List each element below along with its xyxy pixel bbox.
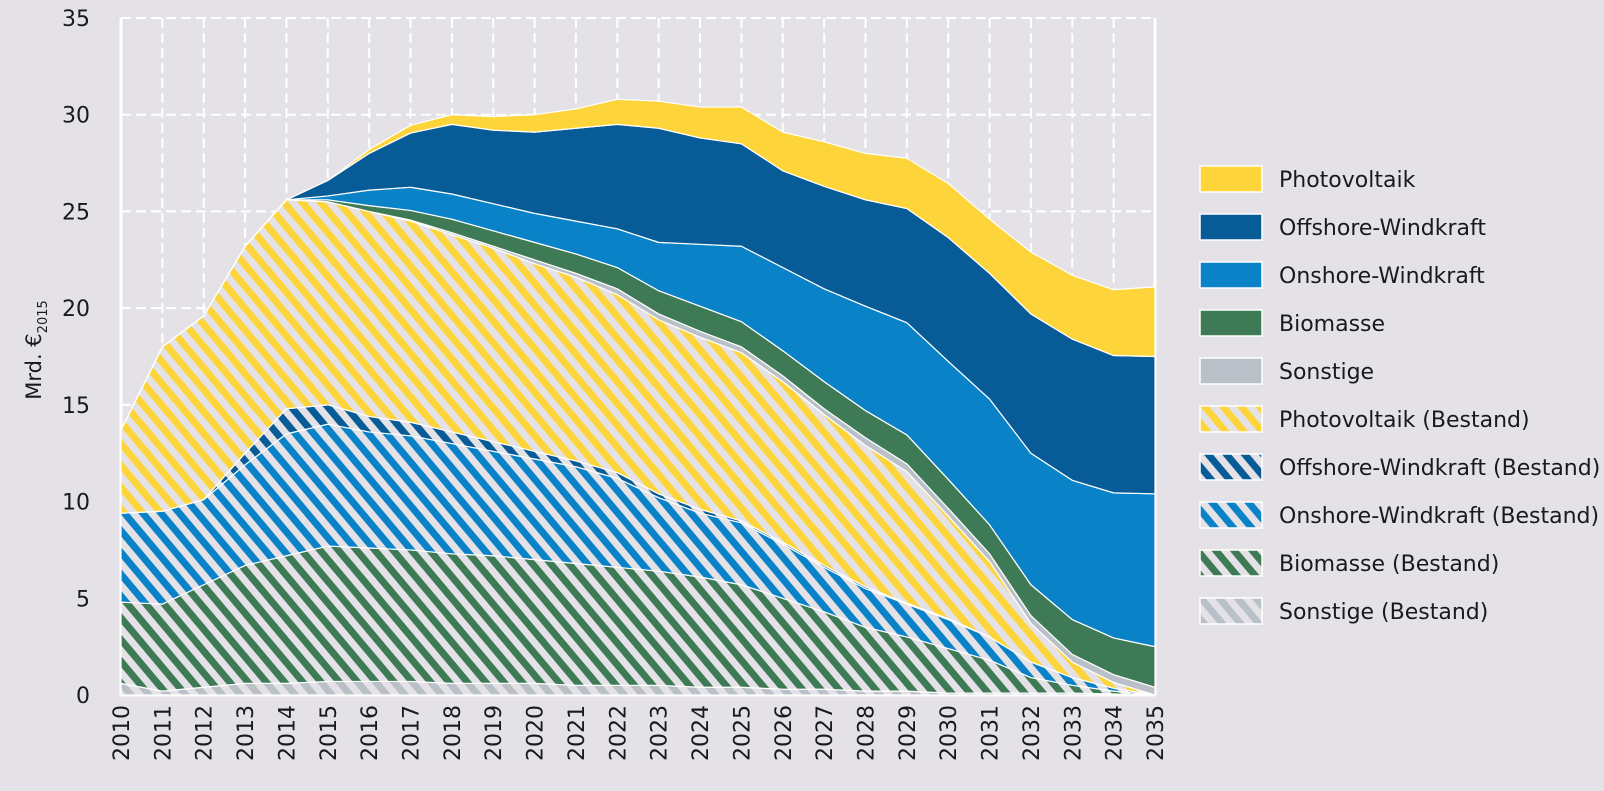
x-tick-label: 2012 <box>193 705 218 761</box>
legend-swatch <box>1199 549 1263 577</box>
area-photovoltaik <box>120 98 1156 431</box>
legend-item-biomasse: Biomasse <box>1199 309 1385 337</box>
legend-label: Offshore-Windkraft (Bestand) <box>1279 456 1600 481</box>
y-tick-label: 30 <box>62 104 90 129</box>
x-tick-label: 2033 <box>1061 705 1086 761</box>
x-tick-label: 2010 <box>110 705 135 761</box>
legend-item-offshore-windkraft: Offshore-Windkraft <box>1199 213 1486 241</box>
legend-swatch <box>1199 309 1263 337</box>
y-axis-label: Mrd. €2015 <box>22 300 51 400</box>
legend-swatch <box>1199 453 1263 481</box>
y-tick-label: 25 <box>62 200 90 225</box>
y-tick-label: 35 <box>62 7 90 32</box>
x-tick-label: 2023 <box>648 705 673 761</box>
legend-label: Offshore-Windkraft <box>1279 216 1486 241</box>
legend-swatch <box>1199 501 1263 529</box>
x-tick-label: 2025 <box>730 705 755 761</box>
y-tick-label: 20 <box>62 297 90 322</box>
legend-item-photovoltaik-bestand: Photovoltaik (Bestand) <box>1199 405 1530 433</box>
x-tick-label: 2021 <box>565 705 590 761</box>
x-tick-label: 2034 <box>1103 705 1128 761</box>
y-axis-ticks: 0 5 10 15 20 25 30 35 <box>62 7 90 709</box>
x-tick-label: 2035 <box>1144 705 1169 761</box>
legend-item-biomasse-bestand: Biomasse (Bestand) <box>1199 549 1499 577</box>
x-tick-label: 2029 <box>896 705 921 761</box>
x-tick-label: 2019 <box>482 705 507 761</box>
legend-swatch <box>1199 405 1263 433</box>
legend: Photovoltaik Offshore-Windkraft Onshore-Wi… <box>1199 165 1600 625</box>
legend-swatch <box>1199 213 1263 241</box>
x-tick-label: 2031 <box>979 705 1004 761</box>
x-tick-label: 2032 <box>1020 705 1045 761</box>
x-tick-label: 2020 <box>524 705 549 761</box>
legend-item-sonstige: Sonstige <box>1199 357 1374 385</box>
x-tick-label: 2018 <box>441 705 466 761</box>
x-tick-label: 2026 <box>772 705 797 761</box>
areas <box>120 98 1156 696</box>
x-axis-ticks: 2010 2011 2012 2013 2014 2015 2016 2017 2018 2019… <box>110 705 1169 761</box>
x-tick-label: 2028 <box>854 705 879 761</box>
legend-label: Biomasse (Bestand) <box>1279 552 1499 577</box>
legend-label: Photovoltaik <box>1279 168 1416 193</box>
legend-item-onshore-windkraft-bestand: Onshore-Windkraft (Bestand) <box>1199 501 1599 529</box>
legend-swatch <box>1199 261 1263 289</box>
legend-label: Photovoltaik (Bestand) <box>1279 408 1530 433</box>
y-tick-label: 5 <box>76 587 90 612</box>
legend-swatch <box>1199 597 1263 625</box>
x-tick-label: 2011 <box>151 705 176 761</box>
legend-label: Sonstige <box>1279 360 1374 385</box>
x-tick-label: 2015 <box>317 705 342 761</box>
legend-label: Biomasse <box>1279 312 1385 337</box>
x-tick-label: 2016 <box>358 705 383 761</box>
legend-swatch <box>1199 165 1263 193</box>
x-tick-label: 2024 <box>689 705 714 761</box>
y-tick-label: 10 <box>62 491 90 516</box>
x-tick-label: 2022 <box>606 705 631 761</box>
y-tick-label: 0 <box>76 684 90 709</box>
x-tick-label: 2030 <box>937 705 962 761</box>
legend-label: Onshore-Windkraft (Bestand) <box>1279 504 1599 529</box>
x-tick-label: 2027 <box>813 705 838 761</box>
x-tick-label: 2014 <box>275 705 300 761</box>
legend-item-onshore-windkraft: Onshore-Windkraft <box>1199 261 1485 289</box>
legend-item-photovoltaik: Photovoltaik <box>1199 165 1416 193</box>
legend-item-sonstige-bestand: Sonstige (Bestand) <box>1199 597 1488 625</box>
legend-item-offshore-windkraft-bestand: Offshore-Windkraft (Bestand) <box>1199 453 1600 481</box>
x-tick-label: 2013 <box>234 705 259 761</box>
legend-label: Onshore-Windkraft <box>1279 264 1485 289</box>
legend-label: Sonstige (Bestand) <box>1279 600 1488 625</box>
legend-swatch <box>1199 357 1263 385</box>
x-tick-label: 2017 <box>400 705 425 761</box>
y-tick-label: 15 <box>62 394 90 419</box>
